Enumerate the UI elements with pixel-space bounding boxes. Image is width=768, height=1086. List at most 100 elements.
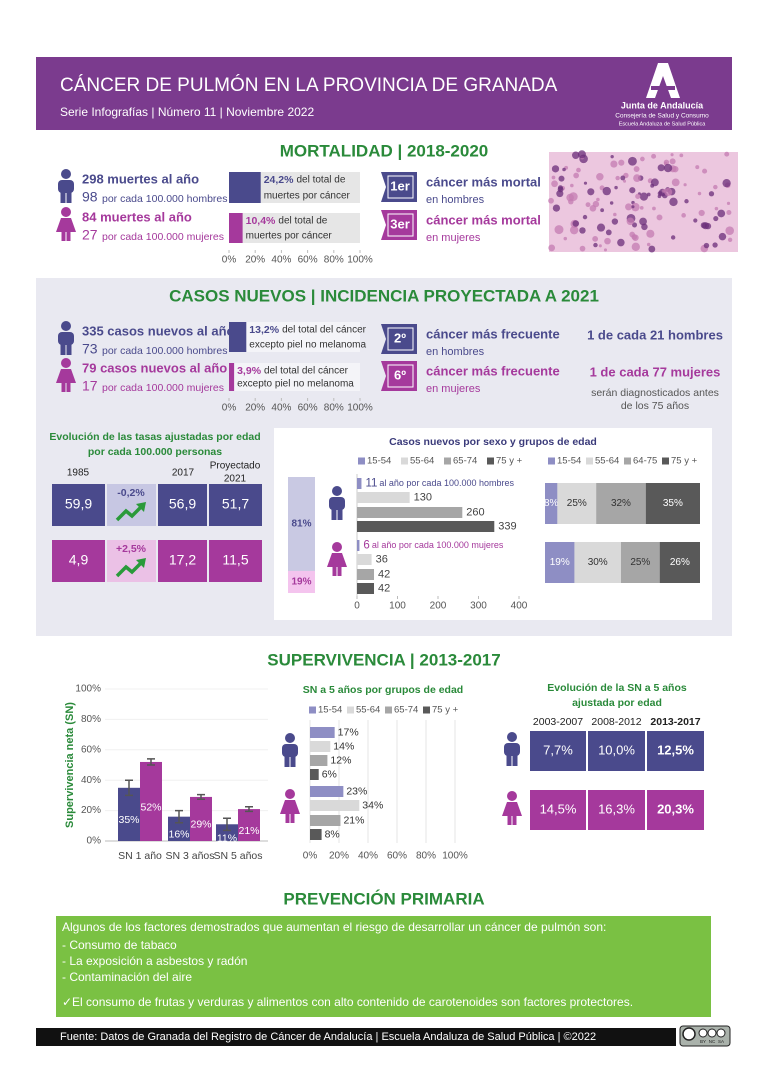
table-title: Evolución de la SN a 5 años [547,682,687,694]
icon-leg [66,343,72,355]
photo-cell [703,242,710,249]
rank-sub: en mujeres [426,383,481,395]
bar-note: al año por cada 100.000 mujeres [372,540,504,550]
column-header: Proyectado [210,461,261,472]
bar-value-label: 6 [363,540,369,552]
photo-cell [589,204,597,212]
photo-cell [604,237,611,245]
photo-cell [609,201,614,205]
legend-label: 64-75 [633,456,657,467]
x-tick-label: 40% [271,403,291,414]
share-text: excepto piel no melanoma [249,340,366,351]
bar-value-label: 260 [466,506,484,518]
photo-cell [582,214,588,220]
photo-cell [663,163,673,173]
age-share-label: 30% [588,557,608,568]
license-label: BY [700,1039,706,1044]
legend-label: 55-64 [356,705,380,716]
prevention-intro: Algunos de los factores demostrados que … [62,920,606,934]
age-share-label: 25% [630,557,650,568]
photo-cell [548,197,554,204]
y-tick-label: 80% [81,714,101,725]
photo-cell [684,199,689,204]
photo-cell [718,232,727,241]
photo-cell [714,206,719,211]
photo-cell [708,191,715,197]
icon-head [507,791,517,801]
photo-cell [670,235,676,240]
rank-text: 6º [394,367,406,382]
icon-leg [61,382,66,392]
section-title: SUPERVIVENCIA | 2013-2017 [267,650,500,669]
woman-icon [56,207,76,241]
chart-title: SN a 5 años por grupos de edad [303,684,463,696]
legend-label: 65-74 [394,705,418,716]
icon-head [285,789,295,799]
rate-text: por cada 100.000 hombres [102,193,228,205]
license-icon [716,1028,726,1038]
icon-body [504,743,520,756]
bar-value-label: 17% [338,726,359,738]
table-title: Evolución de las tasas ajustadas por eda… [49,431,260,443]
photo-cell [717,209,726,218]
survival-bar [140,761,162,841]
rank-badge-border [387,327,414,351]
rate-text: por cada 100.000 mujeres [102,231,224,243]
x-tick-label: 0% [303,851,318,862]
photo-cell [628,156,637,166]
chart-title: Casos nuevos por sexo y grupos de edad [389,436,597,448]
license-icon [707,1028,717,1038]
y-tick-label: 20% [81,805,101,816]
table-cell [52,484,105,526]
photo-cell [639,192,649,201]
rank-text: 1er [390,178,410,193]
ratio-text: 1 de cada 21 hombres [587,327,723,342]
share-label: 10,4% [246,215,276,227]
logo-text: Escuela Andaluza de Salud Pública [619,121,706,127]
share-bar [229,172,261,203]
bar-value-label: 42 [378,568,390,580]
bar-value-label: 23% [346,785,367,797]
photo-cell [650,178,659,187]
x-tick-label: 100 [389,601,406,612]
photo-cell [618,159,625,166]
survival-bar [190,796,212,841]
photo-cell [726,201,731,205]
icon-leg [290,755,296,767]
photo-cell [611,218,619,225]
icon-leg [61,231,66,241]
error-bar [245,806,253,813]
legend-swatch [401,457,408,465]
share-label: 13,2% [249,324,279,336]
legend-swatch [662,457,669,465]
y-tick-label: 0% [87,836,102,847]
icon-leg [512,754,518,766]
bar-value-label: 130 [414,491,432,503]
age-bar [310,769,319,780]
bar-value-label: 14% [333,740,354,752]
photo-cell [548,244,556,252]
share-text: muertes por cáncer [264,191,351,202]
age-bar [357,521,495,532]
man-icon [282,733,298,767]
cell-value: 12,5% [657,742,694,757]
bar-background [229,213,360,243]
rate-value: 27 [82,227,98,243]
icon-head [61,321,71,331]
photo-cell [713,215,719,222]
prevention-box [56,916,711,1017]
license-label: NC [709,1039,716,1044]
photo-cell [579,227,586,234]
photo-cell [640,156,645,162]
change-cell [107,484,156,526]
column-header: 1985 [67,468,90,479]
bar-value-label: 52% [140,801,161,813]
woman-icon [502,791,522,825]
photo-cell [698,209,705,217]
table-cell [158,540,207,582]
photo-cell [693,218,698,223]
icon-dress [280,800,300,814]
x-tick-label: 300 [470,601,487,612]
rate-text: por cada 100.000 mujeres [102,382,224,394]
photo-cell [657,164,665,172]
